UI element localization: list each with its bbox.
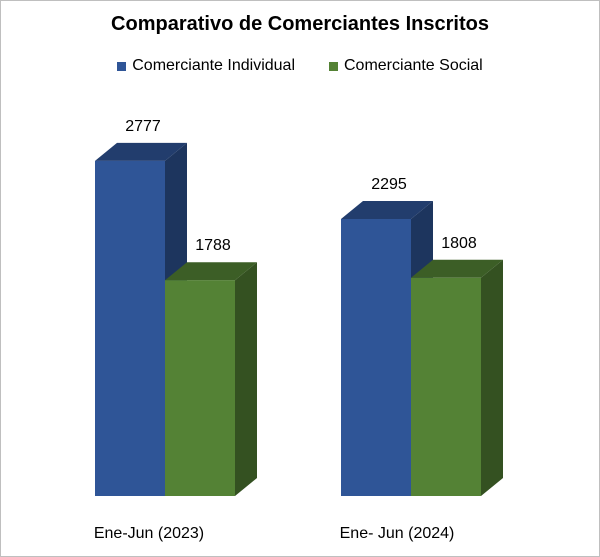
bar-top-0-1 xyxy=(341,200,433,219)
data-label-1-1: 1808 xyxy=(441,235,477,252)
category-label-1: Ene- Jun (2024) xyxy=(340,525,455,542)
data-label-1-0: 1788 xyxy=(195,237,231,254)
chart-legend: Comerciante Individual Comerciante Socia… xyxy=(1,57,599,75)
bar-top-1-1 xyxy=(411,259,503,278)
category-label-0: Ene-Jun (2023) xyxy=(94,525,204,542)
data-label-0-0: 2777 xyxy=(125,118,161,135)
chart-title: Comparativo de Comerciantes Inscritos xyxy=(111,13,489,35)
legend-swatch-social xyxy=(329,61,338,71)
bar-top-0-0 xyxy=(95,142,187,161)
bar-side-1-0 xyxy=(235,262,257,496)
legend-label-social: Comerciante Social xyxy=(344,57,483,74)
data-label-0-1: 2295 xyxy=(371,176,407,193)
legend-item-social: Comerciante Social xyxy=(329,57,483,75)
bar-0-0 xyxy=(95,160,165,496)
bar-0-1 xyxy=(341,218,411,496)
bar-1-1 xyxy=(411,277,481,496)
bar-side-1-1 xyxy=(481,259,503,496)
legend-item-individual: Comerciante Individual xyxy=(117,57,295,75)
legend-label-individual: Comerciante Individual xyxy=(132,57,295,74)
bar-1-0 xyxy=(165,280,235,496)
legend-swatch-individual xyxy=(117,61,127,71)
bar-top-1-0 xyxy=(165,262,257,281)
